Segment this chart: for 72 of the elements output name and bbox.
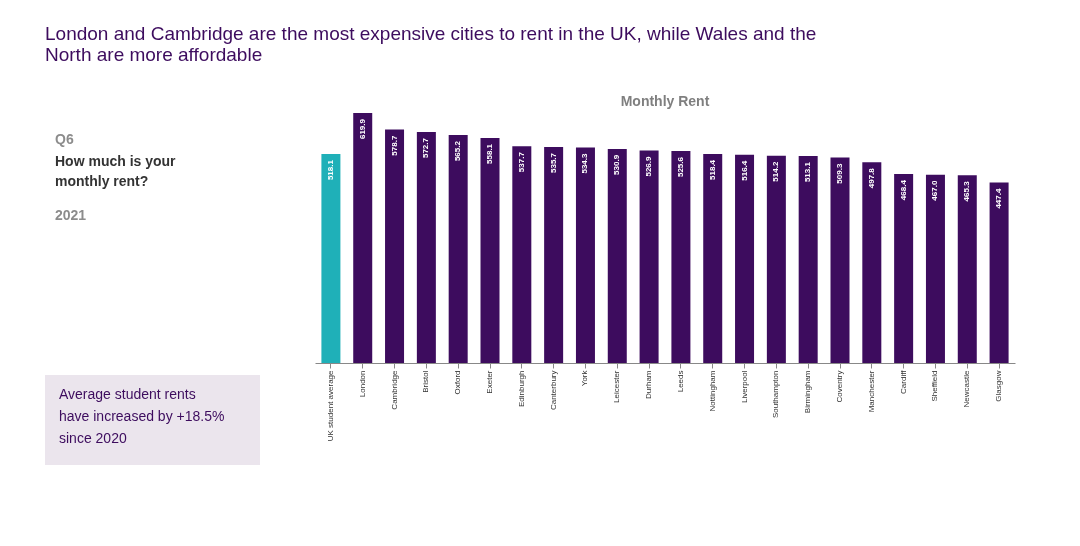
bar [925, 174, 945, 363]
bar [448, 135, 468, 363]
data-label: 558.1 [485, 143, 494, 164]
x-tick-label: Liverpool [739, 370, 749, 403]
x-tick-label: Manchester [866, 370, 876, 413]
data-label: 537.7 [516, 151, 526, 173]
chart-title: London and Cambridge are the most expensive cities to rent in the UK, while Wales and the North are more affordable [45, 23, 817, 65]
x-tick-label: Leeds [675, 370, 685, 393]
x-tick-label: London [357, 370, 367, 398]
data-label: 514.2 [771, 161, 781, 182]
bar [862, 162, 882, 363]
text: 2021 [55, 207, 87, 223]
bar [703, 153, 723, 363]
bar [575, 147, 595, 363]
data-label: 513.1 [803, 161, 813, 183]
text: Average student rents have increased by +18.5% since 2020 [59, 386, 225, 446]
data-label: 526.9 [644, 155, 654, 177]
x-tick-label: Leicester [612, 370, 622, 403]
bar [989, 182, 1009, 363]
bar [766, 155, 786, 363]
x-tick-label: Oxford [453, 370, 463, 395]
x-tick-label: UK student average [325, 369, 335, 442]
bar [353, 113, 373, 363]
x-tick-label: York [580, 369, 590, 387]
x-tick-label: Glasgow [994, 370, 1004, 402]
x-tick-label: Sheffield [930, 370, 940, 402]
bar [385, 129, 405, 363]
bar [671, 151, 691, 363]
bar [416, 132, 436, 363]
bar [735, 154, 755, 363]
chart-subtitle: Monthly Rent [620, 93, 710, 109]
data-label: 572.7 [421, 137, 431, 159]
data-label: 619.9 [357, 118, 367, 140]
data-label: 509.3 [835, 163, 844, 184]
x-tick-label: Canterbury [548, 370, 558, 411]
text: Q6 [55, 131, 74, 147]
data-label: 565.2 [453, 140, 463, 162]
x-tick-label: Edinburgh [516, 370, 526, 407]
bar [512, 146, 532, 363]
x-tick-label: Southampton [771, 370, 781, 419]
bar [607, 148, 627, 363]
data-label: 578.7 [389, 135, 399, 156]
bar [830, 157, 850, 363]
data-label: 467.0 [930, 180, 940, 201]
bar [957, 175, 977, 363]
data-label: 525.6 [675, 156, 685, 178]
data-label: 518.1 [325, 159, 335, 181]
data-label: 497.8 [866, 167, 876, 189]
bar [544, 146, 564, 363]
bar [639, 150, 659, 363]
x-tick-label: Coventry [835, 370, 844, 403]
bar [480, 137, 500, 363]
data-label: 516.4 [739, 160, 749, 181]
x-tick-label: Exeter [485, 370, 494, 394]
x-tick-label: Birmingham [803, 370, 813, 414]
data-label: 518.4 [707, 159, 717, 180]
data-label: 447.4 [994, 188, 1004, 209]
data-label: 468.4 [898, 179, 908, 201]
bar [798, 156, 818, 363]
x-tick-label: Bristol [421, 370, 431, 393]
x-tick-label: Newcastle [962, 369, 972, 408]
data-label: 535.7 [548, 152, 558, 173]
text: How much is your monthly rent? [55, 153, 177, 189]
x-tick-label: Cardiff [898, 369, 908, 394]
x-tick-label: Durham [644, 370, 654, 399]
x-tick-label: Nottingham [707, 370, 717, 412]
bar [321, 154, 341, 363]
x-tick-label: Cambridge [389, 369, 399, 410]
data-label: 530.9 [612, 154, 622, 175]
data-label: 534.3 [580, 152, 590, 174]
bar [894, 174, 914, 363]
data-label: 465.3 [962, 180, 972, 202]
